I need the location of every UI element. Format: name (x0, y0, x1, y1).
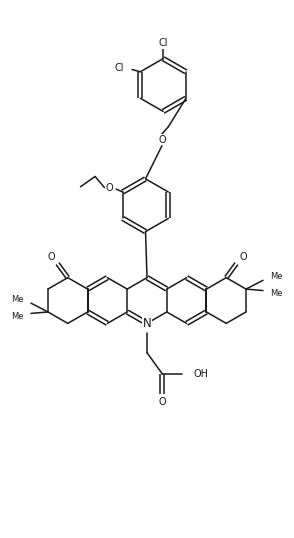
Text: O: O (239, 252, 247, 262)
Text: Me: Me (11, 312, 24, 321)
Text: N: N (143, 317, 151, 330)
Text: O: O (158, 135, 166, 145)
Text: Me: Me (270, 272, 283, 281)
Text: O: O (106, 182, 113, 193)
Text: Me: Me (270, 289, 283, 298)
Text: Cl: Cl (158, 38, 168, 48)
Text: Me: Me (11, 295, 24, 304)
Text: O: O (47, 252, 55, 262)
Text: O: O (158, 397, 166, 407)
Text: Cl: Cl (115, 63, 124, 73)
Text: OH: OH (193, 369, 208, 379)
